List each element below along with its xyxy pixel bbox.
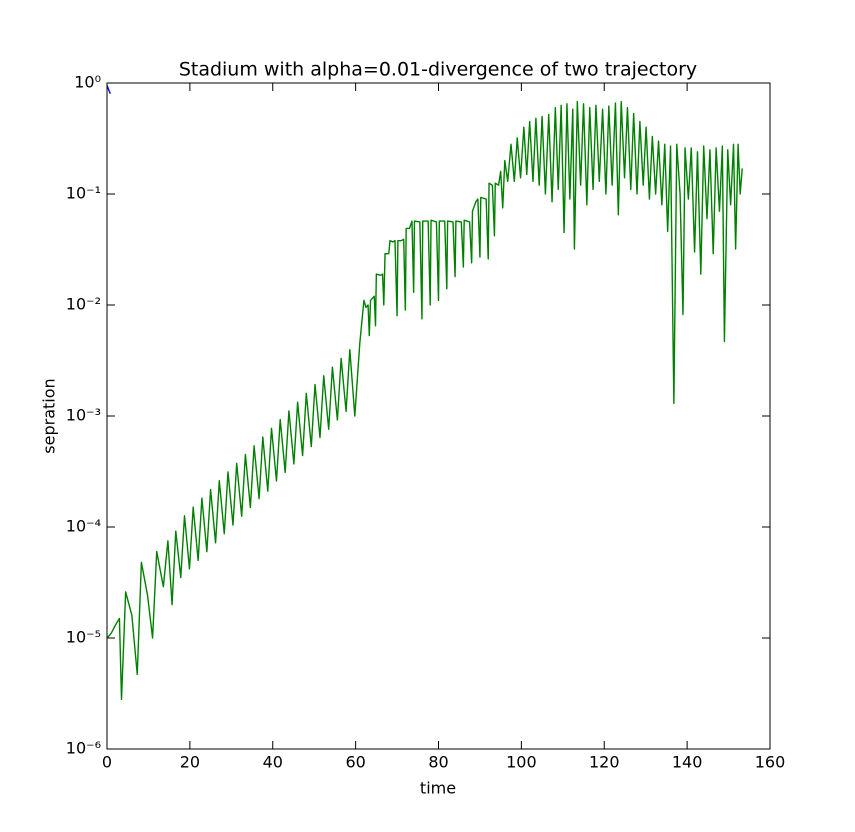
x-tick-label: 120 bbox=[589, 753, 620, 772]
x-tick-label: 140 bbox=[672, 753, 703, 772]
x-axis-label: time bbox=[420, 779, 456, 798]
x-tick-label: 160 bbox=[755, 753, 786, 772]
x-tick-label: 100 bbox=[506, 753, 537, 772]
x-tick-label: 40 bbox=[263, 753, 283, 772]
y-tick-label: 10⁻⁴ bbox=[66, 517, 101, 536]
x-tick-label: 0 bbox=[102, 753, 112, 772]
y-tick-label: 10⁰ bbox=[74, 73, 101, 92]
x-tick-label: 80 bbox=[428, 753, 448, 772]
y-axis-label: sepration bbox=[40, 378, 59, 453]
plot-frame bbox=[106, 82, 771, 750]
y-tick-label: 10⁻¹ bbox=[66, 184, 101, 203]
chart-title: Stadium with alpha=0.01-divergence of tw… bbox=[179, 59, 697, 81]
y-tick-label: 10⁻² bbox=[66, 295, 101, 314]
x-tick-label: 20 bbox=[180, 753, 200, 772]
y-tick-label: 10⁻⁵ bbox=[66, 628, 101, 647]
y-tick-label: 10⁻³ bbox=[66, 406, 101, 425]
data-line bbox=[107, 100, 743, 701]
y-tick-label: 10⁻⁶ bbox=[66, 739, 101, 758]
data-line bbox=[107, 85, 111, 95]
x-tick-label: 60 bbox=[345, 753, 365, 772]
